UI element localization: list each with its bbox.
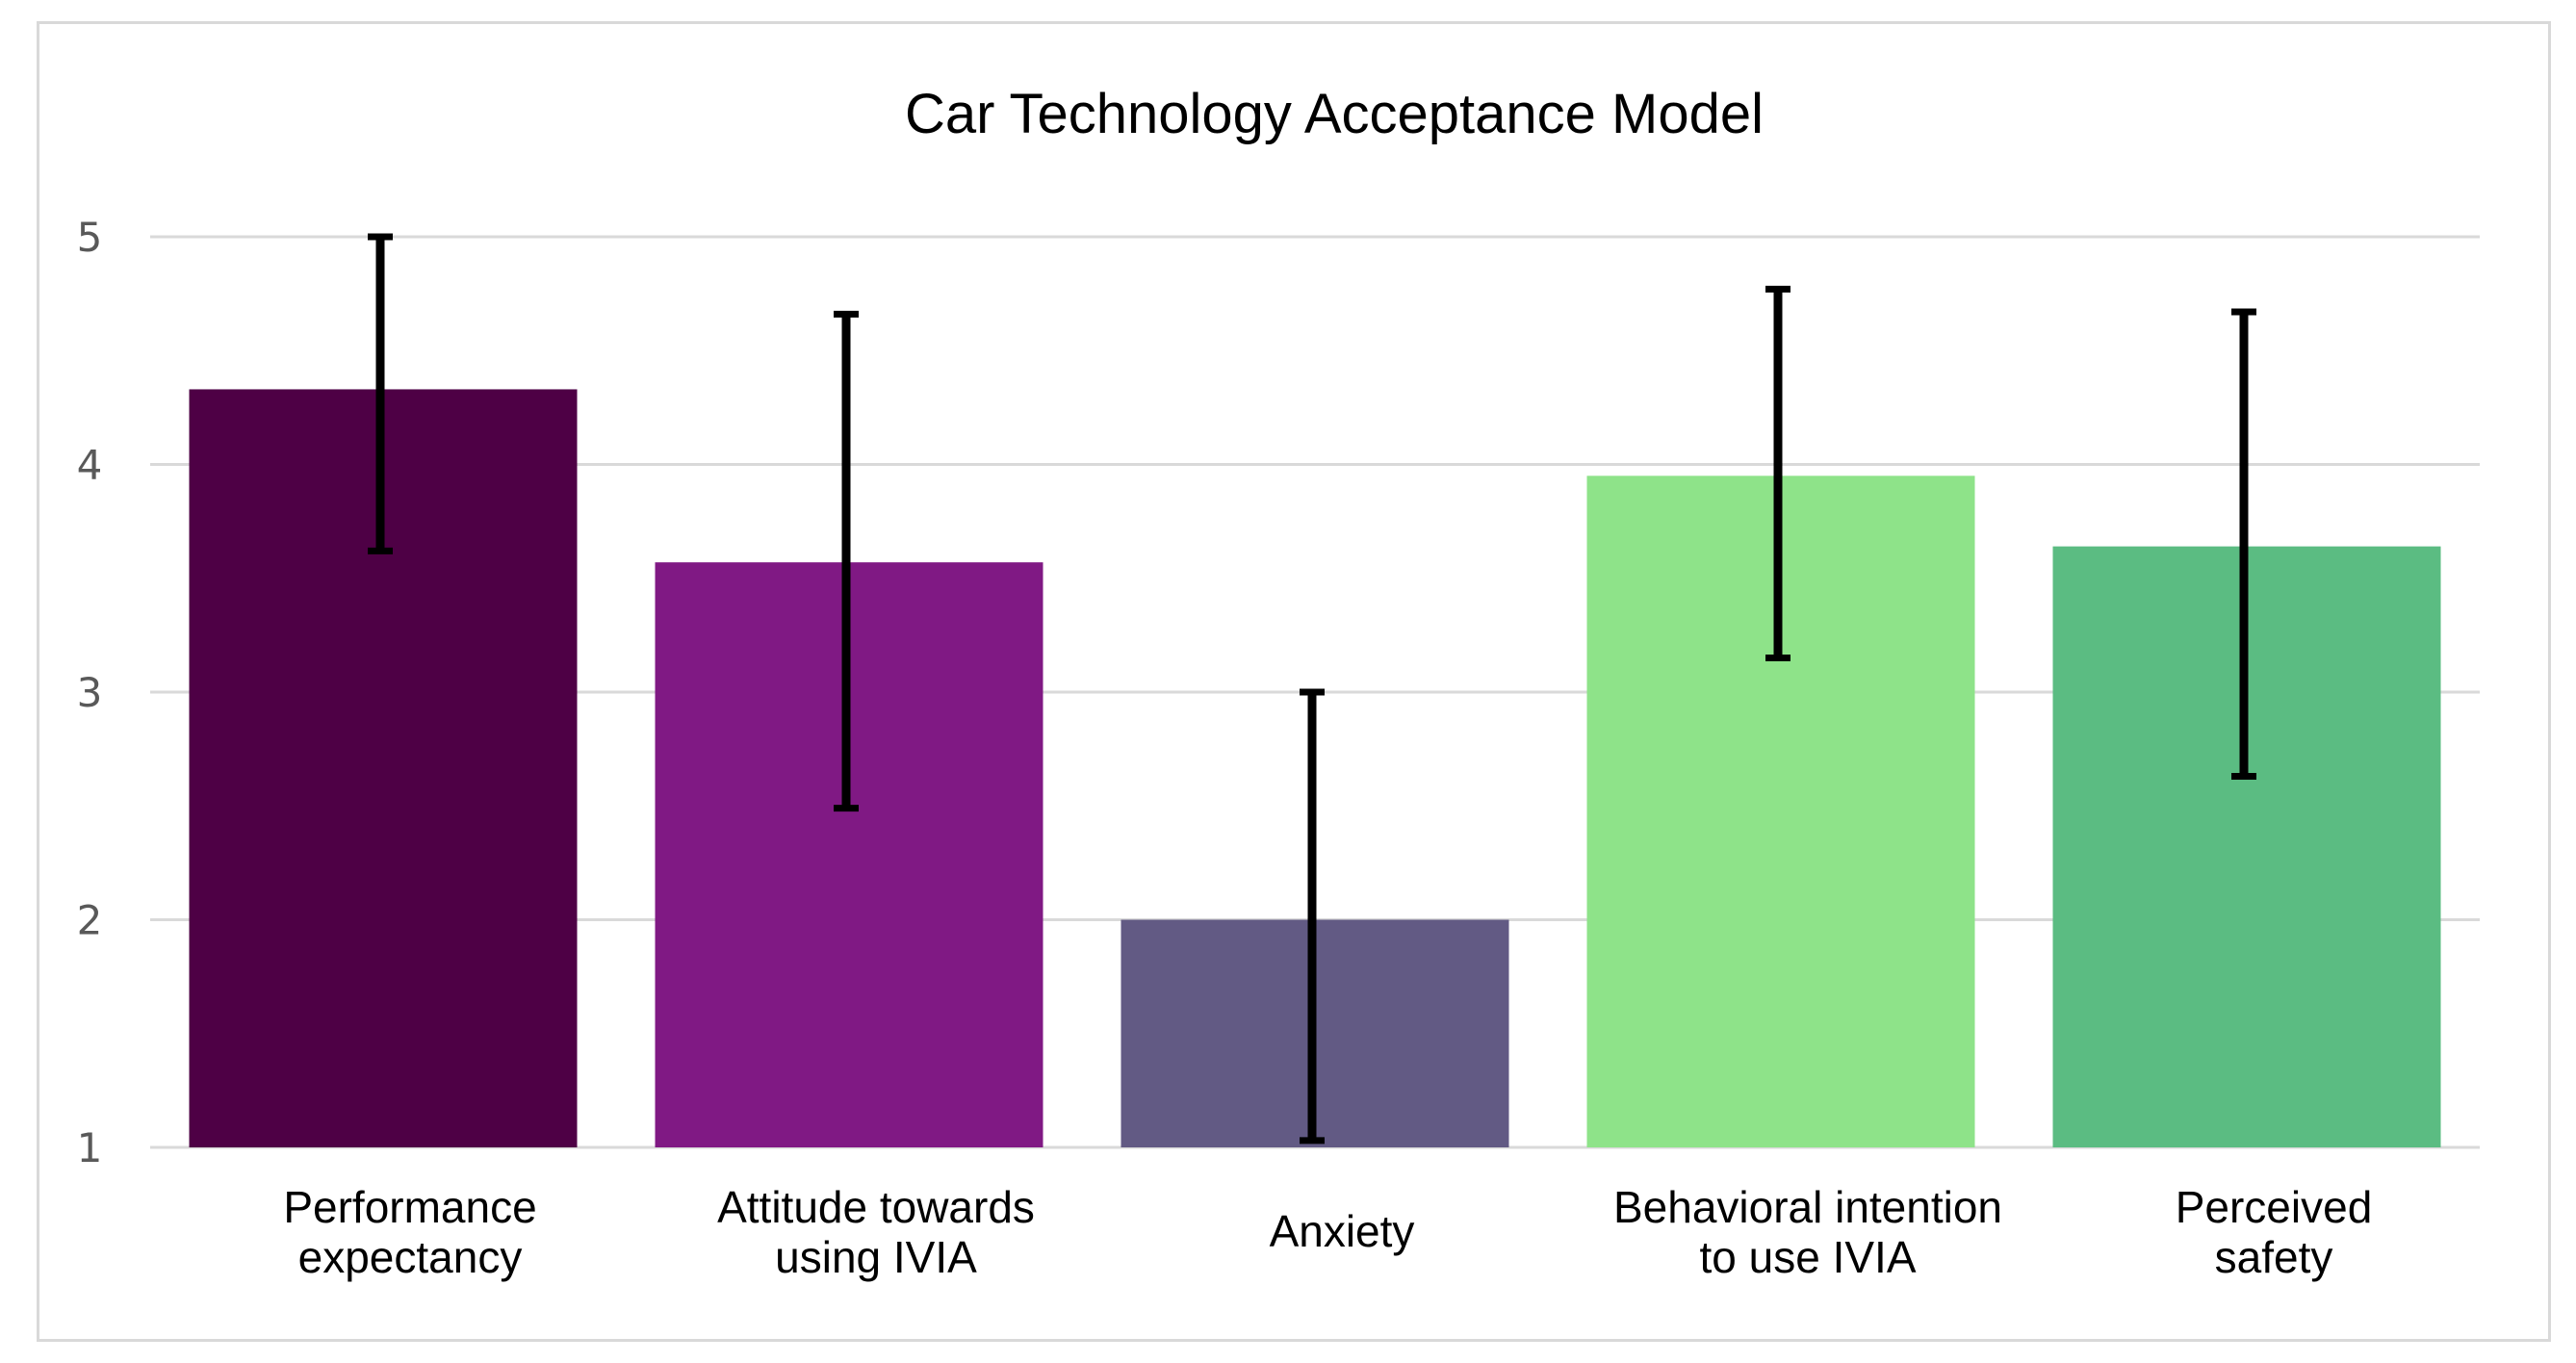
error-bar bbox=[2231, 308, 2256, 781]
category-label-line: to use IVIA bbox=[1699, 1232, 1916, 1282]
category-label-line: Anxiety bbox=[1270, 1206, 1415, 1256]
chart-title: Car Technology Acceptance Model bbox=[905, 83, 1764, 145]
x-axis-labels: Performance expectancy Attitude towards usi… bbox=[283, 1182, 2372, 1282]
category-label-line: safety bbox=[2215, 1232, 2333, 1282]
y-tick-label: 2 bbox=[77, 897, 103, 944]
category-label: Anxiety bbox=[1270, 1206, 1415, 1256]
category-label: Behavioral intention to use IVIA bbox=[1613, 1182, 2002, 1282]
category-label-line: Behavioral intention bbox=[1613, 1182, 2002, 1232]
y-tick-label: 3 bbox=[77, 669, 103, 716]
error-bars bbox=[368, 233, 2256, 1144]
error-bar bbox=[368, 233, 393, 554]
category-label: Attitude towards using IVIA bbox=[717, 1182, 1035, 1282]
error-bar bbox=[1765, 285, 1790, 662]
error-bar bbox=[834, 310, 859, 812]
bar-chart: Car Technology Acceptance Model 1 2 3 4 5 Pe… bbox=[77, 83, 2480, 1282]
category-label-line: Performance bbox=[283, 1182, 536, 1232]
y-axis-ticks: 1 2 3 4 5 bbox=[77, 214, 103, 1171]
chart-frame: Car Technology Acceptance Model 1 2 3 4 5 Pe… bbox=[37, 21, 2551, 1342]
error-bar bbox=[1300, 688, 1325, 1144]
y-tick-label: 5 bbox=[77, 214, 103, 261]
category-label-line: expectancy bbox=[298, 1232, 523, 1282]
category-label: Performance expectancy bbox=[283, 1182, 536, 1282]
category-label-line: Perceived bbox=[2176, 1182, 2373, 1232]
category-label: Perceived safety bbox=[2176, 1182, 2373, 1282]
y-tick-label: 4 bbox=[77, 442, 103, 489]
category-label-line: using IVIA bbox=[775, 1232, 977, 1282]
category-label-line: Attitude towards bbox=[717, 1182, 1035, 1232]
y-tick-label: 1 bbox=[77, 1124, 103, 1171]
